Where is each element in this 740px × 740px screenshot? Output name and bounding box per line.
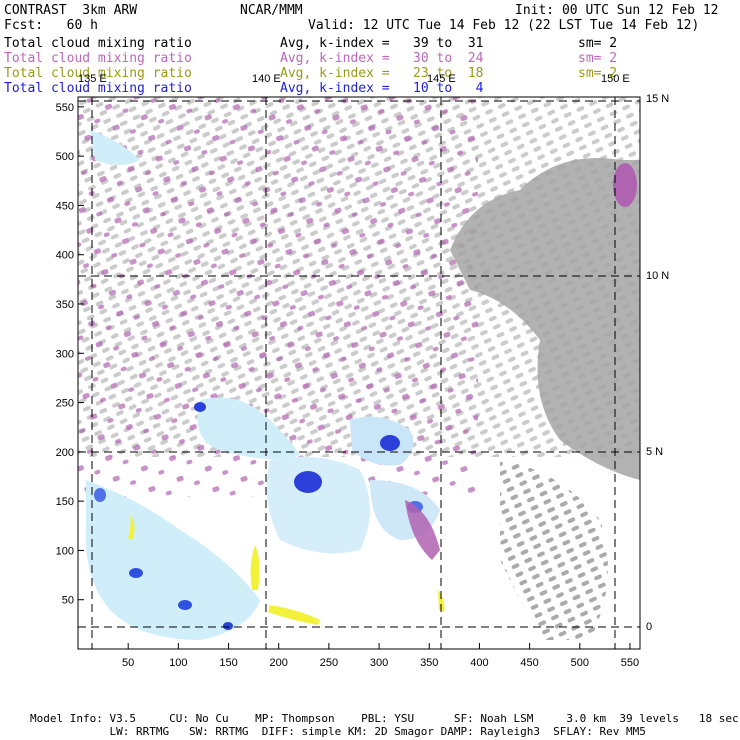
- program-title: CONTRAST 3km ARW: [4, 3, 138, 18]
- x-tick-label: 50: [122, 657, 134, 669]
- x-tick-label: 100: [169, 657, 187, 669]
- x-tick-label: 150: [219, 657, 237, 669]
- x-tick-label: 500: [571, 657, 589, 669]
- x-tick-label: 400: [470, 657, 488, 669]
- center-title: NCAR/MMM: [240, 3, 303, 18]
- model-info-line2: LW: RRTMG SW: RRTMG DIFF: simple KM: 2D …: [30, 725, 646, 738]
- field-name: Total cloud mixing ratio: [4, 36, 192, 51]
- field-range: Avg, k-index = 10 to 4: [280, 81, 484, 96]
- cloud-fields: [78, 97, 640, 640]
- lat-label: 5 N: [646, 446, 664, 458]
- gray-cloud-east: [450, 158, 640, 480]
- field-range: Avg, k-index = 30 to 24: [280, 51, 484, 66]
- field-name: Total cloud mixing ratio: [4, 81, 192, 96]
- lon-label: 150 E: [601, 73, 630, 85]
- lat-lon-grid: [78, 97, 640, 649]
- lat-label: 10 N: [646, 270, 670, 282]
- y-tick-label: 100: [56, 545, 74, 557]
- y-tick-label: 250: [56, 398, 74, 410]
- y-tick-label: 350: [56, 299, 74, 311]
- y-tick-label: 50: [62, 595, 74, 607]
- y-tick-label: 150: [56, 496, 74, 508]
- field-smooth: sm= 2: [578, 66, 618, 81]
- init-time: Init: 00 UTC Sun 12 Feb 12: [515, 3, 719, 18]
- field-smooth: sm= 2: [578, 36, 618, 51]
- yellow-cloud: [250, 545, 260, 590]
- y-tick-label: 550: [56, 102, 74, 114]
- x-tick-label: 250: [320, 657, 338, 669]
- lon-label: 135 E: [78, 73, 107, 85]
- forecast-hour: Fcst: 60 h: [4, 18, 98, 33]
- light-blue-cloud-sw: [85, 480, 260, 640]
- x-tick-label: 450: [520, 657, 538, 669]
- lon-label: 140 E: [252, 73, 281, 85]
- field-range: Avg, k-index = 39 to 31: [280, 36, 484, 51]
- lat-label: 15 N: [646, 93, 670, 105]
- y-tick-label: 500: [56, 151, 74, 163]
- axis-ticks: [78, 106, 631, 649]
- x-tick-label: 550: [621, 657, 639, 669]
- x-tick-label: 300: [370, 657, 388, 669]
- lon-label: 145 E: [427, 73, 456, 85]
- field-smooth: sm= 2: [578, 51, 618, 66]
- y-tick-label: 450: [56, 200, 74, 212]
- blue-cloud-core: [294, 471, 322, 493]
- field-name: Total cloud mixing ratio: [4, 51, 192, 66]
- x-tick-label: 350: [420, 657, 438, 669]
- y-tick-label: 400: [56, 250, 74, 262]
- y-tick-label: 200: [56, 447, 74, 459]
- field-range: Avg, k-index = 23 to 18: [280, 66, 484, 81]
- model-info-line1: Model Info: V3.5 CU: No Cu MP: Thompson …: [30, 712, 739, 725]
- valid-time: Valid: 12 UTC Tue 14 Feb 12 (22 LST Tue …: [308, 18, 700, 33]
- axis-tick-labels: 50 100 150 200 250 300 350 400 450 500 550 50 100 150…: [56, 102, 640, 669]
- field-name: Total cloud mixing ratio: [4, 66, 192, 81]
- y-tick-label: 300: [56, 348, 74, 360]
- lat-label: 0: [646, 621, 653, 633]
- x-tick-label: 200: [270, 657, 288, 669]
- plot-frame: [77, 96, 641, 650]
